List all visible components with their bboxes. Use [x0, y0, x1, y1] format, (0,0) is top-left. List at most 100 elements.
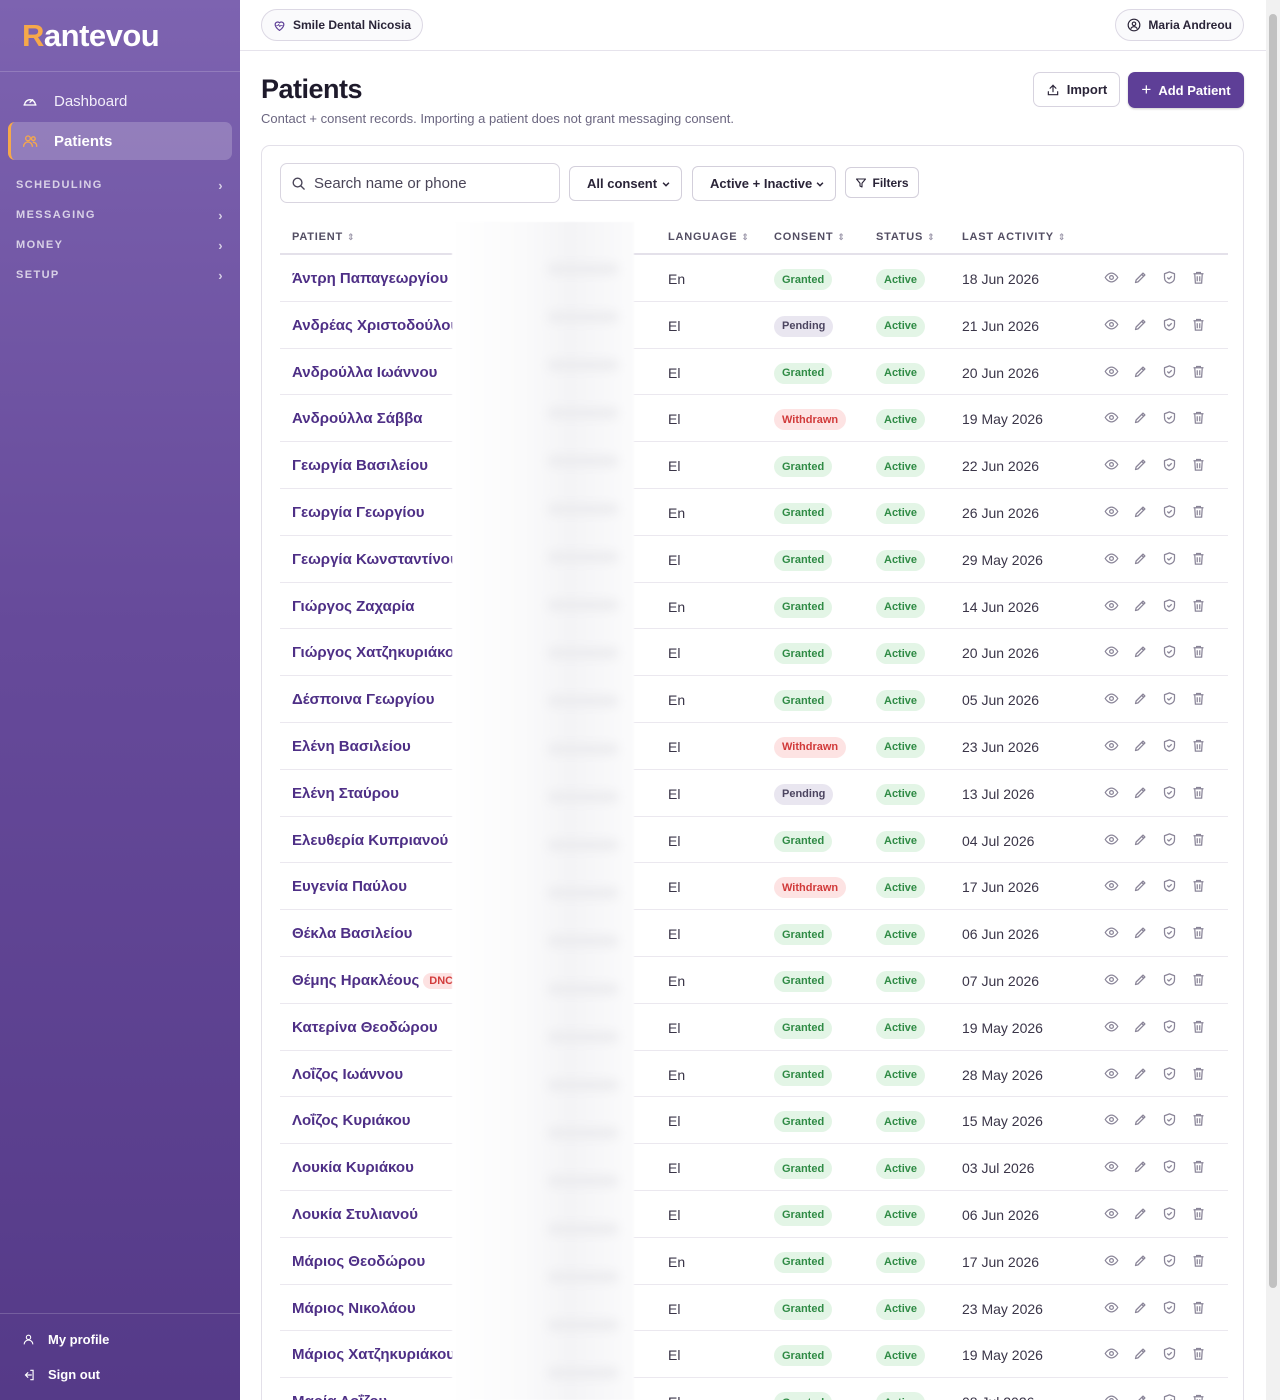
trash-button[interactable]: [1184, 1066, 1213, 1081]
table-row[interactable]: Θέμης Ηρακλέους DNC En Granted Active 07 Jun …: [280, 957, 1228, 1004]
pencil-button[interactable]: [1126, 878, 1155, 893]
scrollbar-thumb[interactable]: [1269, 14, 1277, 1288]
trash-button[interactable]: [1184, 1112, 1213, 1127]
sidebar-section-setup[interactable]: SETUP ›: [16, 267, 224, 283]
shield-check-button[interactable]: [1155, 410, 1184, 425]
col-language[interactable]: LANGUAGE ⇕: [668, 231, 749, 243]
eye-button[interactable]: [1097, 364, 1126, 379]
pencil-button[interactable]: [1126, 504, 1155, 519]
trash-button[interactable]: [1184, 504, 1213, 519]
trash-button[interactable]: [1184, 644, 1213, 659]
patient-name-link[interactable]: Γιώργος Χατζηκυριάκου: [292, 644, 454, 662]
trash-button[interactable]: [1184, 270, 1213, 285]
table-row[interactable]: Γιώργος Χατζηκυριάκου El Granted Active 20 J…: [280, 629, 1228, 677]
table-row[interactable]: Λουκία Κυριάκου El Granted Active 03 Jul 202…: [280, 1144, 1228, 1191]
eye-button[interactable]: [1097, 1112, 1126, 1127]
eye-button[interactable]: [1097, 925, 1126, 940]
trash-button[interactable]: [1184, 738, 1213, 753]
table-row[interactable]: Κατερίνα Θεοδώρου El Granted Active 19 May 2…: [280, 1004, 1228, 1051]
pencil-button[interactable]: [1126, 785, 1155, 800]
patient-name-link[interactable]: Λουκία Στυλιανού: [292, 1205, 418, 1223]
patient-name-link[interactable]: Λοΐζος Κυριάκου: [292, 1112, 411, 1130]
trash-button[interactable]: [1184, 1393, 1213, 1400]
user-menu[interactable]: Maria Andreou: [1115, 9, 1244, 41]
patient-name-link[interactable]: Γεωργία Κωνσταντίνου: [292, 550, 454, 568]
sign-out-link[interactable]: Sign out: [0, 1357, 240, 1392]
eye-button[interactable]: [1097, 972, 1126, 987]
pencil-button[interactable]: [1126, 317, 1155, 332]
eye-button[interactable]: [1097, 551, 1126, 566]
sidebar-section-messaging[interactable]: MESSAGING ›: [16, 207, 224, 223]
table-row[interactable]: Μαρία Λοΐζου El Granted Active 08 Jul 2026: [280, 1378, 1228, 1400]
table-row[interactable]: Λοΐζος Κυριάκου El Granted Active 15 May 202…: [280, 1097, 1228, 1145]
trash-button[interactable]: [1184, 1159, 1213, 1174]
eye-button[interactable]: [1097, 738, 1126, 753]
shield-check-button[interactable]: [1155, 1346, 1184, 1361]
shield-check-button[interactable]: [1155, 1019, 1184, 1034]
trash-button[interactable]: [1184, 691, 1213, 706]
trash-button[interactable]: [1184, 878, 1213, 893]
shield-check-button[interactable]: [1155, 364, 1184, 379]
shield-check-button[interactable]: [1155, 925, 1184, 940]
table-row[interactable]: Μάριος Χατζηκυριάκου El Granted Active 19 Ma…: [280, 1331, 1228, 1379]
patient-name-link[interactable]: Θέμης Ηρακλέους DNC: [292, 972, 454, 989]
sidebar-section-money[interactable]: MONEY ›: [16, 237, 224, 253]
eye-button[interactable]: [1097, 644, 1126, 659]
clinic-switcher[interactable]: Smile Dental Nicosia: [261, 9, 424, 41]
table-row[interactable]: Λοΐζος Ιωάννου En Granted Active 28 May 2026: [280, 1051, 1228, 1098]
eye-button[interactable]: [1097, 317, 1126, 332]
table-row[interactable]: Γιώργος Ζαχαρία En Granted Active 14 Jun 202…: [280, 583, 1228, 630]
status-filter-select[interactable]: Active + Inactive: [692, 166, 836, 201]
eye-button[interactable]: [1097, 1393, 1126, 1400]
table-row[interactable]: Μάριος Θεοδώρου En Granted Active 17 Jun 202…: [280, 1238, 1228, 1285]
filters-button[interactable]: Filters: [845, 167, 919, 198]
pencil-button[interactable]: [1126, 1300, 1155, 1315]
eye-button[interactable]: [1097, 598, 1126, 613]
trash-button[interactable]: [1184, 832, 1213, 847]
shield-check-button[interactable]: [1155, 785, 1184, 800]
patient-name-link[interactable]: Μάριος Θεοδώρου: [292, 1252, 426, 1270]
table-row[interactable]: Γεωργία Κωνσταντίνου El Granted Active 29 Ma…: [280, 536, 1228, 583]
pencil-button[interactable]: [1126, 832, 1155, 847]
shield-check-button[interactable]: [1155, 551, 1184, 566]
add-patient-button[interactable]: + Add Patient: [1128, 72, 1244, 108]
eye-button[interactable]: [1097, 832, 1126, 847]
trash-button[interactable]: [1184, 1346, 1213, 1361]
col-consent[interactable]: CONSENT ⇕: [774, 231, 845, 243]
pencil-button[interactable]: [1126, 1112, 1155, 1127]
pencil-button[interactable]: [1126, 1159, 1155, 1174]
patient-name-link[interactable]: Κατερίνα Θεοδώρου: [292, 1018, 438, 1036]
patient-name-link[interactable]: Ευγενία Παύλου: [292, 878, 407, 896]
trash-button[interactable]: [1184, 457, 1213, 472]
consent-filter-select[interactable]: All consent: [569, 166, 682, 201]
trash-button[interactable]: [1184, 785, 1213, 800]
patient-name-link[interactable]: Γεωργία Γεωργίου: [292, 503, 425, 521]
table-row[interactable]: Ελένη Βασιλείου El Withdrawn Active 23 Jun 2…: [280, 723, 1228, 770]
eye-button[interactable]: [1097, 691, 1126, 706]
table-row[interactable]: Ανδρούλλα Ιωάννου El Granted Active 20 Jun 2…: [280, 349, 1228, 396]
shield-check-button[interactable]: [1155, 270, 1184, 285]
eye-button[interactable]: [1097, 457, 1126, 472]
trash-button[interactable]: [1184, 551, 1213, 566]
col-status[interactable]: STATUS ⇕: [876, 231, 935, 243]
table-row[interactable]: Άντρη Παπαγεωργίου En Granted Active 18 Jun …: [280, 255, 1228, 302]
pencil-button[interactable]: [1126, 598, 1155, 613]
pencil-button[interactable]: [1126, 738, 1155, 753]
sidebar-item-patients[interactable]: Patients: [8, 122, 232, 160]
table-row[interactable]: Ανδρέας Χριστοδούλου El Pending Active 21 Ju…: [280, 302, 1228, 349]
patient-name-link[interactable]: Ελευθερία Κυπριανού: [292, 831, 449, 849]
patient-name-link[interactable]: Ελένη Βασιλείου: [292, 737, 411, 755]
patient-name-link[interactable]: Λοΐζος Ιωάννου: [292, 1065, 404, 1083]
trash-button[interactable]: [1184, 410, 1213, 425]
eye-button[interactable]: [1097, 1159, 1126, 1174]
trash-button[interactable]: [1184, 925, 1213, 940]
shield-check-button[interactable]: [1155, 317, 1184, 332]
pencil-button[interactable]: [1126, 270, 1155, 285]
pencil-button[interactable]: [1126, 410, 1155, 425]
patient-name-link[interactable]: Ανδρούλλα Σάββα: [292, 410, 423, 428]
pencil-button[interactable]: [1126, 364, 1155, 379]
trash-button[interactable]: [1184, 1253, 1213, 1268]
patient-name-link[interactable]: Ελένη Σταύρου: [292, 784, 399, 802]
trash-button[interactable]: [1184, 1019, 1213, 1034]
pencil-button[interactable]: [1126, 1066, 1155, 1081]
